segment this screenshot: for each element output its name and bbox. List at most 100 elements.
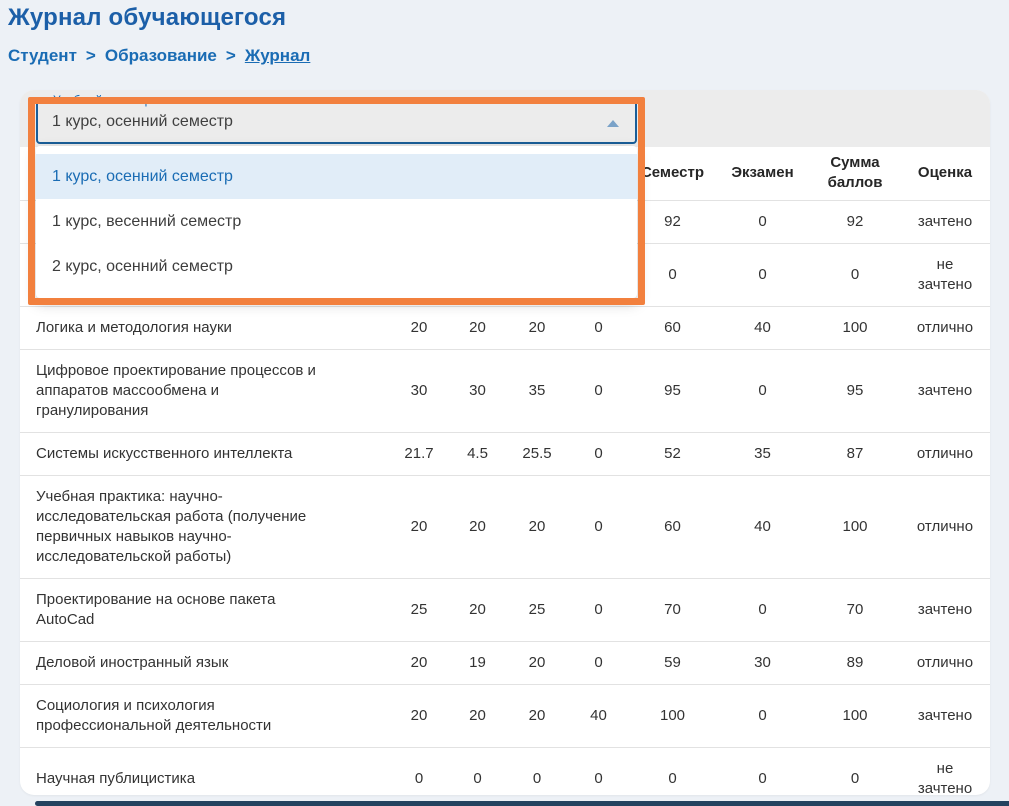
grade-cell: отлично <box>900 475 990 579</box>
score-cell: 25 <box>507 578 567 642</box>
score-cell: 0 <box>715 200 810 244</box>
discipline-cell: Системы искусственного интеллекта <box>20 432 390 476</box>
score-cell: 87 <box>810 432 900 476</box>
score-cell: 30 <box>448 349 507 433</box>
score-cell: 89 <box>810 641 900 685</box>
score-cell: 0 <box>715 243 810 307</box>
grade-cell: зачтено <box>900 200 990 244</box>
discipline-cell: Социология и психология профессиональной… <box>20 684 390 748</box>
column-header: Оценка <box>900 147 990 201</box>
column-header: Экзамен <box>715 147 810 201</box>
breadcrumb-separator: > <box>85 46 96 65</box>
score-cell: 20 <box>448 475 507 579</box>
score-cell: 100 <box>630 684 715 748</box>
semester-menu-option[interactable]: 1 курс, весенний семестр <box>52 212 242 230</box>
score-cell: 100 <box>810 684 900 748</box>
score-cell: 0 <box>567 306 630 350</box>
semester-menu-option[interactable]: 2 курс, осенний семестр <box>52 257 233 275</box>
score-cell: 52 <box>630 432 715 476</box>
score-cell: 0 <box>715 349 810 433</box>
table-row: Учебная практика: научно-исследовательск… <box>20 475 990 579</box>
column-header: Сумма баллов <box>810 147 900 201</box>
score-cell: 100 <box>810 475 900 579</box>
score-cell: 0 <box>715 747 810 795</box>
caret-up-icon <box>607 120 619 127</box>
score-cell: 30 <box>390 349 448 433</box>
score-cell: 35 <box>507 349 567 433</box>
score-cell: 0 <box>810 747 900 795</box>
score-cell: 20 <box>507 306 567 350</box>
score-cell: 20 <box>507 475 567 579</box>
score-cell: 70 <box>810 578 900 642</box>
score-cell: 100 <box>810 306 900 350</box>
semester-menu-option[interactable]: 1 курс, осенний семестр <box>36 154 637 199</box>
discipline-cell: Учебная практика: научно-исследовательск… <box>20 475 390 579</box>
score-cell: 0 <box>715 684 810 748</box>
score-cell: 19 <box>448 641 507 685</box>
table-row: Цифровое проектирование процессов и аппа… <box>20 349 990 433</box>
grade-cell: не зачтено <box>900 243 990 307</box>
horizontal-scrollbar-thumb[interactable] <box>35 801 1009 806</box>
semester-select[interactable]: Учебный семестр 1 курс, осенний семестр <box>36 93 637 144</box>
breadcrumb-education[interactable]: Образование <box>104 46 217 65</box>
score-cell: 21.7 <box>390 432 448 476</box>
score-cell: 20 <box>448 306 507 350</box>
grade-cell: отлично <box>900 641 990 685</box>
breadcrumb-journal[interactable]: Журнал <box>244 46 311 65</box>
score-cell: 0 <box>390 747 448 795</box>
grade-cell: зачтено <box>900 578 990 642</box>
score-cell: 92 <box>810 200 900 244</box>
score-cell: 0 <box>567 747 630 795</box>
score-cell: 20 <box>448 684 507 748</box>
breadcrumb-separator: > <box>225 46 236 65</box>
discipline-cell: Научная публицистика <box>20 747 390 795</box>
score-cell: 0 <box>630 243 715 307</box>
score-cell: 20 <box>507 684 567 748</box>
discipline-cell: Логика и методология науки <box>20 306 390 350</box>
score-cell: 20 <box>507 641 567 685</box>
page-title: Журнал обучающегося <box>8 4 287 31</box>
score-cell: 59 <box>630 641 715 685</box>
score-cell: 20 <box>390 306 448 350</box>
score-cell: 0 <box>715 578 810 642</box>
score-cell: 20 <box>390 684 448 748</box>
score-cell: 20 <box>448 578 507 642</box>
grade-cell: зачтено <box>900 349 990 433</box>
score-cell: 25 <box>390 578 448 642</box>
score-cell: 95 <box>810 349 900 433</box>
score-cell: 0 <box>448 747 507 795</box>
discipline-cell: Деловой иностранный язык <box>20 641 390 685</box>
score-cell: 40 <box>567 684 630 748</box>
score-cell: 40 <box>715 306 810 350</box>
semester-select-label: Учебный семестр <box>48 93 157 107</box>
grade-cell: отлично <box>900 306 990 350</box>
score-cell: 60 <box>630 475 715 579</box>
score-cell: 60 <box>630 306 715 350</box>
score-cell: 0 <box>567 432 630 476</box>
grade-cell: не зачтено <box>900 747 990 795</box>
score-cell: 70 <box>630 578 715 642</box>
score-cell: 20 <box>390 641 448 685</box>
grade-cell: зачтено <box>900 684 990 748</box>
score-cell: 0 <box>567 349 630 433</box>
table-row: Научная публицистика 0 0 0 0 0 0 0 не зачтено <box>20 747 990 795</box>
discipline-cell: Цифровое проектирование процессов и аппа… <box>20 349 390 433</box>
score-cell: 0 <box>507 747 567 795</box>
score-cell: 0 <box>630 747 715 795</box>
discipline-cell: Проектирование на основе пакета AutoCad <box>20 578 390 642</box>
score-cell: 92 <box>630 200 715 244</box>
breadcrumb-student[interactable]: Студент <box>8 46 77 65</box>
semester-menu: 1 курс, осенний семестр 1 курс, весенний … <box>36 146 637 298</box>
score-cell: 30 <box>715 641 810 685</box>
semester-select-value: 1 курс, осенний семестр <box>52 113 233 130</box>
score-cell: 0 <box>810 243 900 307</box>
score-cell: 0 <box>567 578 630 642</box>
table-row: Системы искусственного интеллекта 21.7 4.5… <box>20 432 990 476</box>
score-cell: 40 <box>715 475 810 579</box>
score-cell: 4.5 <box>448 432 507 476</box>
table-row: Логика и методология науки 20 20 20 0 60 40 100… <box>20 306 990 350</box>
score-cell: 20 <box>390 475 448 579</box>
score-cell: 0 <box>567 475 630 579</box>
score-cell: 25.5 <box>507 432 567 476</box>
